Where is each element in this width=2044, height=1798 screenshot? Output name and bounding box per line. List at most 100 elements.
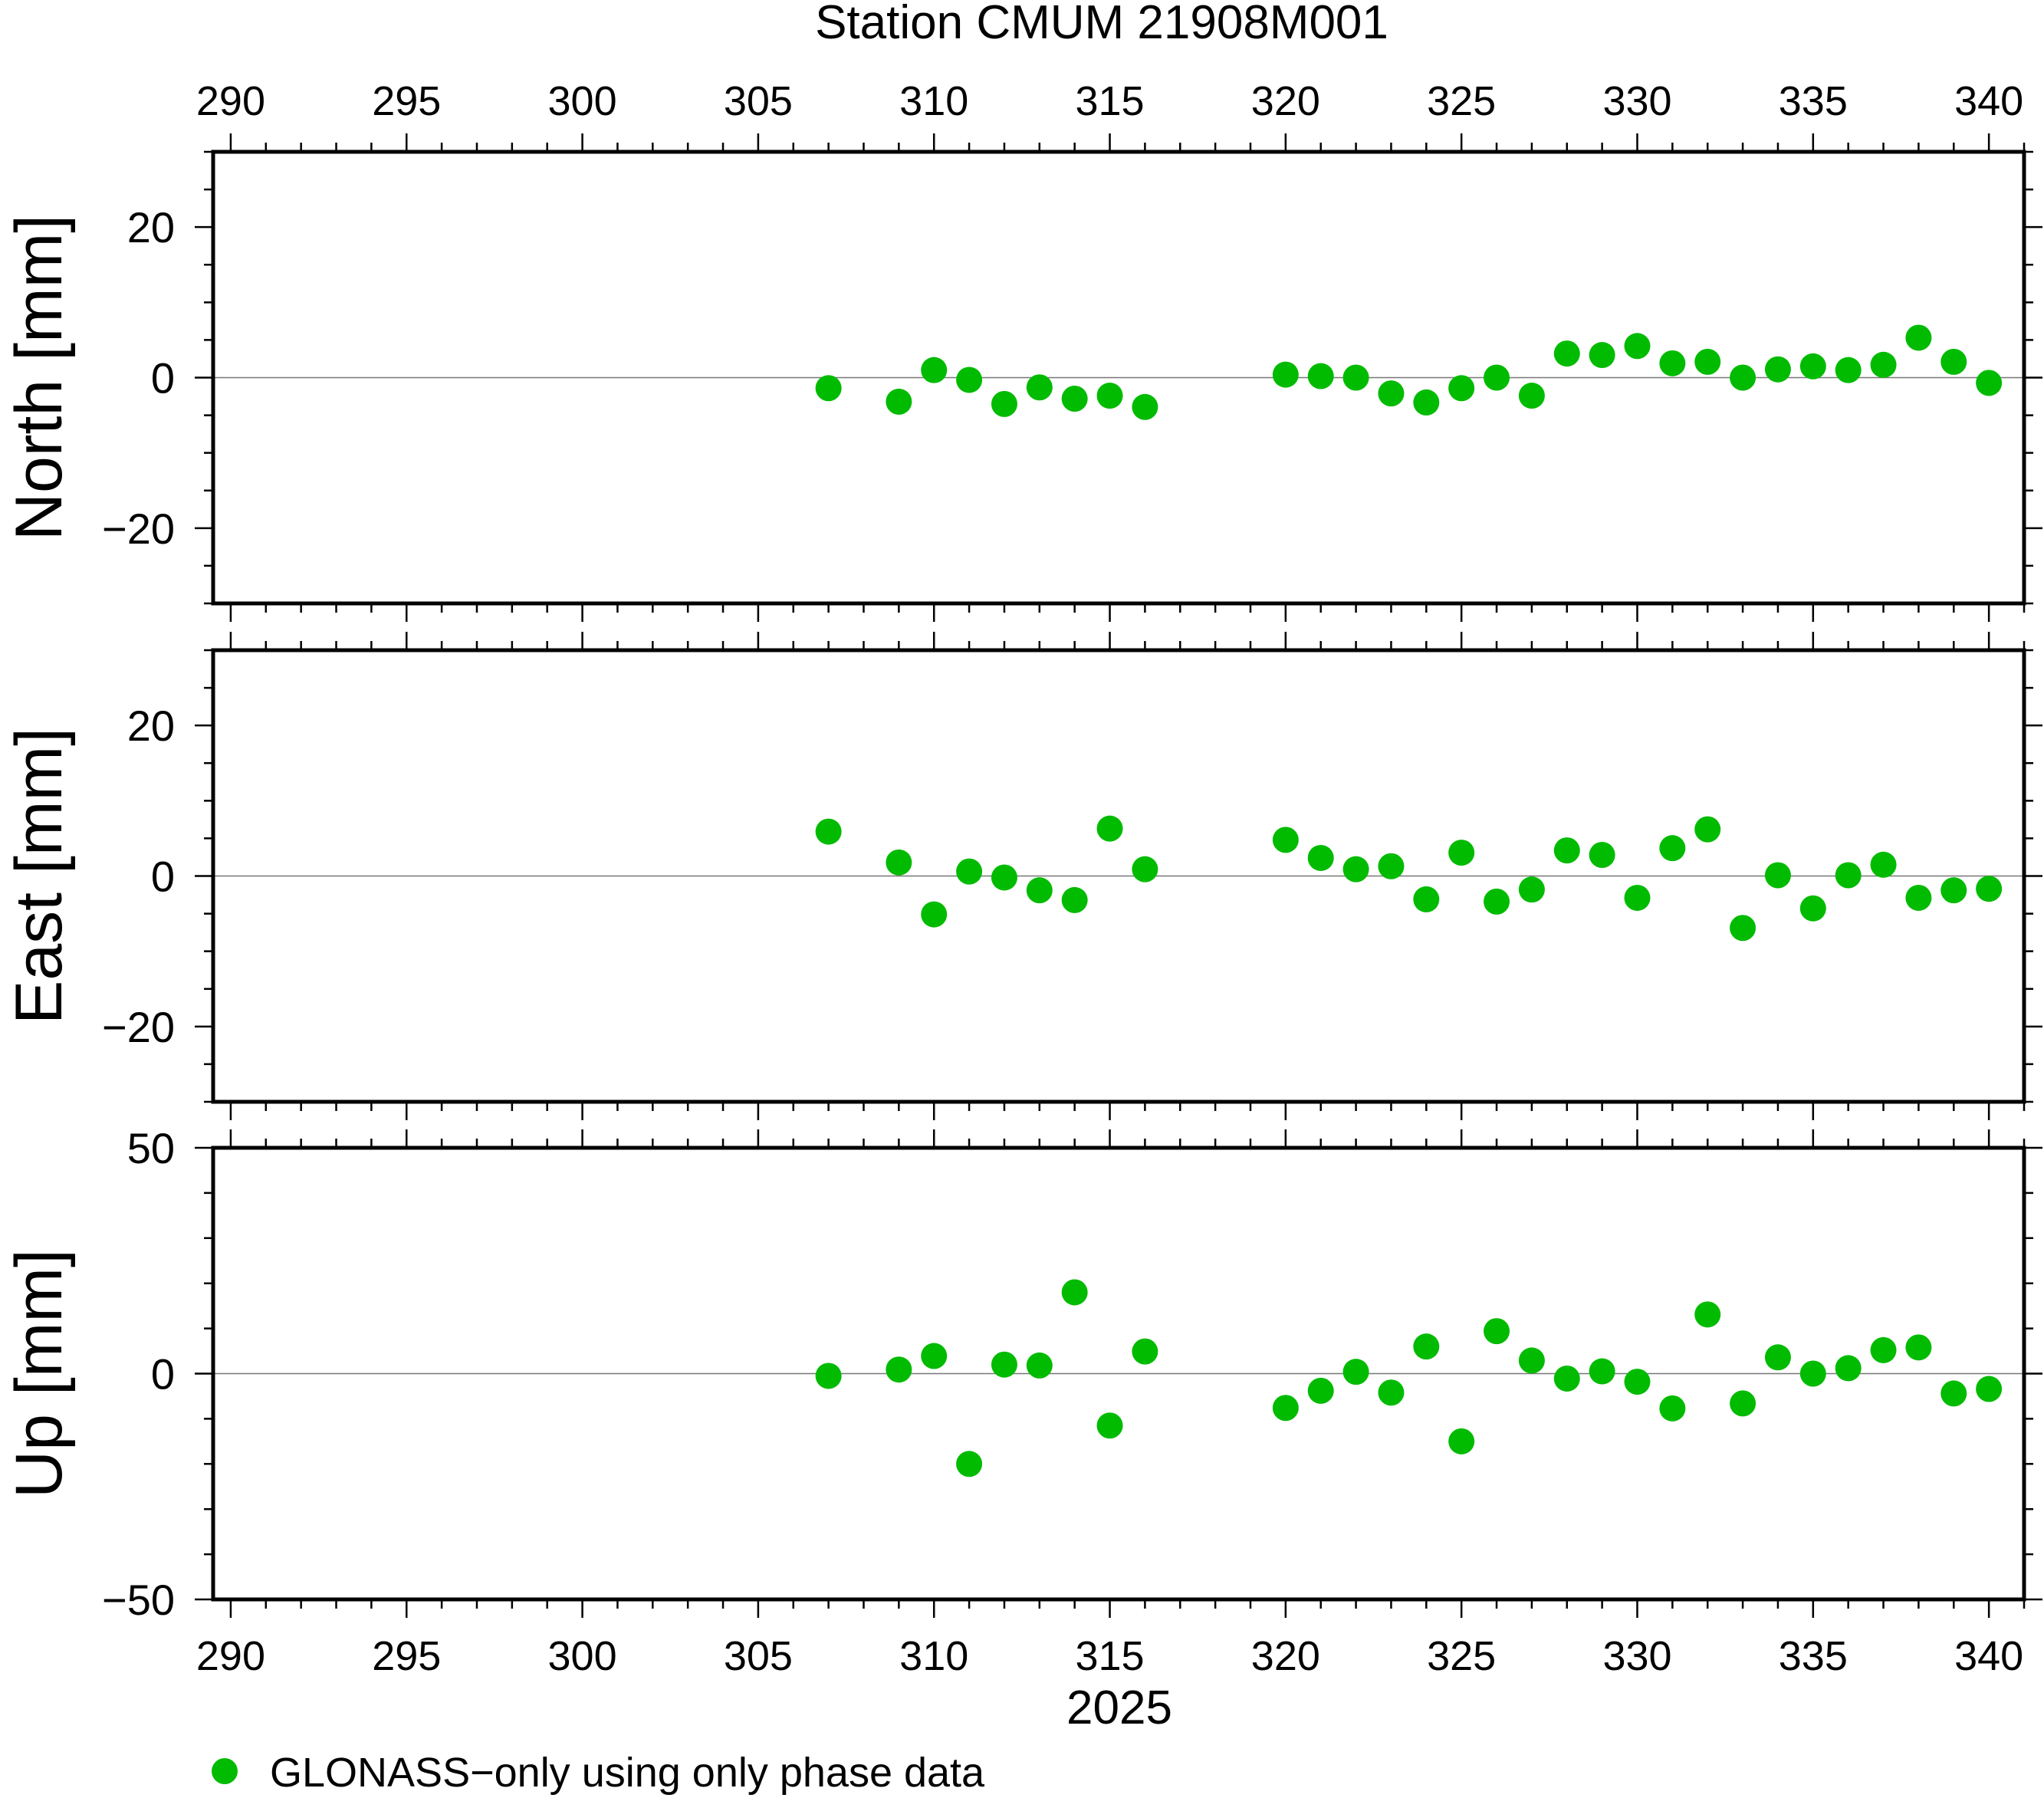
data-point	[1905, 884, 1932, 911]
data-point	[1378, 1379, 1405, 1406]
data-point	[1413, 1333, 1440, 1360]
data-point	[1870, 851, 1897, 878]
data-point	[1026, 374, 1053, 401]
x-ticks	[229, 632, 2026, 1120]
data-point	[1835, 357, 1862, 383]
x-ticks	[229, 1129, 2026, 1618]
y-tick-label: 20	[127, 203, 175, 251]
x-axis-label: 2025	[1066, 1681, 1172, 1734]
data-point	[1378, 853, 1405, 879]
panel-1: 20 0 −20 North [mm]	[2, 133, 2042, 622]
data-point	[1061, 385, 1088, 412]
data-point	[1976, 1376, 2003, 1402]
data-point	[1730, 1390, 1756, 1417]
y-axis-label: East [mm]	[2, 728, 76, 1024]
data-point	[956, 1451, 983, 1478]
data-point	[1132, 1338, 1158, 1365]
x-tick-label-top: 300	[548, 78, 617, 124]
data-point	[956, 367, 983, 393]
x-tick-label-bottom: 335	[1779, 1633, 1848, 1679]
panel-frame	[211, 648, 2026, 1104]
x-tick-label-top: 295	[372, 78, 441, 124]
data-point	[956, 858, 983, 885]
panel-frame	[211, 1146, 2026, 1602]
data-point	[1589, 1358, 1615, 1385]
data-point	[1799, 1360, 1826, 1387]
data-point	[886, 849, 912, 876]
data-point	[1342, 364, 1369, 391]
data-point	[1659, 350, 1686, 376]
data-point	[1026, 1352, 1053, 1379]
data-point	[1553, 837, 1580, 864]
data-point	[1413, 886, 1440, 912]
data-point	[921, 901, 948, 928]
legend: GLONASS−only using only phase data	[212, 1750, 985, 1796]
x-tick-label-top: 330	[1602, 78, 1671, 124]
y-tick-label: 0	[151, 1350, 175, 1399]
x-tick-label-top: 325	[1427, 78, 1496, 124]
data-point	[1518, 383, 1545, 409]
data-point	[1764, 1344, 1791, 1371]
x-tick-label-bottom: 330	[1602, 1633, 1671, 1679]
data-point	[1026, 877, 1053, 904]
x-tick-label-top: 320	[1251, 78, 1320, 124]
data-point	[1730, 915, 1756, 942]
data-point	[1694, 1301, 1721, 1328]
data-point	[921, 1343, 948, 1369]
data-point	[1905, 1334, 1932, 1361]
data-point	[1061, 886, 1088, 913]
x-tick-label-bottom: 340	[1954, 1633, 2023, 1679]
data-point	[815, 1362, 842, 1389]
data-point	[1694, 348, 1721, 375]
data-point	[1589, 842, 1615, 869]
panels: 20 0 −20 North [mm] 20 0 −20 East [mm] 50 0 −50 Up …	[2, 78, 2042, 1679]
data-point	[1976, 370, 2003, 396]
y-tick-label: 50	[127, 1124, 175, 1172]
legend-marker	[212, 1758, 238, 1784]
y-tick-label: −50	[102, 1576, 175, 1624]
data-point	[1378, 380, 1405, 407]
data-point	[1484, 1318, 1510, 1345]
panel-frame	[211, 150, 2026, 606]
data-point	[1342, 856, 1369, 883]
data-point	[1484, 888, 1510, 915]
data-point	[921, 357, 948, 383]
x-tick-label-bottom: 295	[372, 1633, 441, 1679]
data-point	[1307, 844, 1334, 871]
x-tick-label-top: 340	[1954, 78, 2023, 124]
data-point	[1870, 1336, 1897, 1363]
y-tick-label: 0	[151, 853, 175, 901]
data-point	[1940, 348, 1967, 375]
data-point	[1659, 835, 1686, 862]
y-axis-label: Up [mm]	[2, 1249, 76, 1498]
data-point	[1659, 1395, 1686, 1422]
y-tick-label: −20	[102, 1003, 175, 1051]
x-tick-label-bottom: 300	[548, 1633, 617, 1679]
data-point	[991, 1351, 1017, 1378]
x-tick-label-bottom: 325	[1427, 1633, 1496, 1679]
data-point	[991, 390, 1017, 417]
panel-3: 50 0 −50 Up [mm]	[2, 1124, 2042, 1624]
data-point	[1132, 856, 1158, 883]
data-point	[1624, 333, 1651, 360]
data-point	[1096, 383, 1123, 409]
y-ticks	[195, 150, 2042, 605]
data-point	[1484, 364, 1510, 391]
data-point	[1553, 1365, 1580, 1392]
y-ticks	[195, 1146, 2042, 1601]
data-point	[1307, 363, 1334, 390]
data-point	[886, 1356, 912, 1383]
data-point	[1413, 389, 1440, 416]
y-ticks	[195, 649, 2042, 1103]
x-tick-label-bottom: 320	[1251, 1633, 1320, 1679]
data-point	[1096, 1412, 1123, 1439]
panel-2: 20 0 −20 East [mm]	[2, 632, 2042, 1120]
data-point	[1730, 364, 1756, 391]
data-point	[1342, 1359, 1369, 1385]
data-point	[1272, 827, 1299, 853]
x-tick-label-bottom: 310	[899, 1633, 968, 1679]
data-point	[1272, 1395, 1299, 1422]
data-point	[1835, 862, 1862, 889]
data-point	[1764, 356, 1791, 383]
